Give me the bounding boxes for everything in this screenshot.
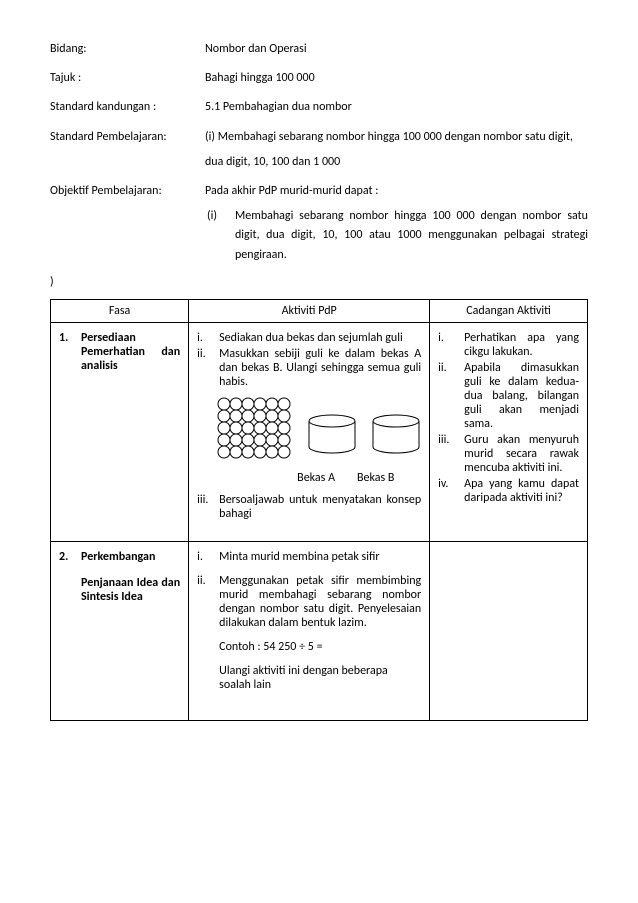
akt1-ii-n: ii. — [197, 347, 219, 389]
label-tajuk: Tajuk : — [50, 69, 205, 88]
value-sp: (i) Membahagi sebarang nombor hingga 100… — [205, 128, 588, 172]
label-bidang: Bidang: — [50, 40, 205, 59]
objective-item: (i) Membahagi sebarang nombor hingga 100… — [205, 207, 588, 265]
akt2-ii-n: ii. — [197, 574, 219, 630]
cell-fasa-1: 1. Persediaan Pemerhatian dan analisis — [51, 322, 189, 541]
akt2-i-t: Minta murid membina petak sifir — [219, 550, 421, 564]
akt1-i-n: i. — [197, 331, 219, 345]
cad1-ii-t: Apabila dimasukkan guli ke dalam kedua-d… — [464, 361, 579, 431]
table-row: 2. Perkembangan Penjanaan Idea dan Sinte… — [51, 541, 588, 720]
th-aktiviti: Aktiviti PdP — [189, 299, 430, 322]
objective-text: Membahagi sebarang nombor hingga 100 000… — [235, 207, 588, 265]
value-tajuk: Bahagi hingga 100 000 — [205, 69, 588, 88]
header-bidang: Bidang: Nombor dan Operasi — [50, 40, 588, 59]
value-bidang: Nombor dan Operasi — [205, 40, 588, 59]
akt1-i-t: Sediakan dua bekas dan sejumlah guli — [219, 331, 421, 345]
diagram-container — [217, 397, 421, 461]
akt1-ii-t: Masukkan sebiji guli ke dalam bekas A da… — [219, 347, 421, 389]
label-op: Objektif Pembelajaran: — [50, 182, 205, 265]
cell-cadangan-1: i.Perhatikan apa yang cikgu lakukan. ii.… — [430, 322, 588, 541]
cad1-i-t: Perhatikan apa yang cikgu lakukan. — [464, 331, 579, 359]
value-op-intro: Pada akhir PdP murid-murid dapat : — [205, 182, 588, 201]
table-row: 1. Persediaan Pemerhatian dan analisis i… — [51, 322, 588, 541]
cad1-iii-n: iii. — [438, 433, 464, 475]
label-bekas-a: Bekas A — [297, 471, 335, 485]
akt2-ii-t: Menggunakan petak sifir membimbing murid… — [219, 574, 421, 630]
header-sk: Standard kandungan : 5.1 Pembahagian dua… — [50, 98, 588, 117]
fasa2-num: 2. — [59, 550, 81, 564]
label-sp: Standard Pembelajaran: — [50, 128, 205, 172]
table-header-row: Fasa Aktiviti PdP Cadangan Aktiviti — [51, 299, 588, 322]
th-cadangan: Cadangan Aktiviti — [430, 299, 588, 322]
th-fasa: Fasa — [51, 299, 189, 322]
cylinder-b-icon — [371, 413, 421, 461]
value-sp-2: dua digit, 10, 100 dan 1 000 — [205, 153, 588, 172]
cad1-iv-t: Apa yang kamu dapat daripada aktiviti in… — [464, 477, 579, 505]
label-bekas-b: Bekas B — [357, 471, 394, 485]
label-sk: Standard kandungan : — [50, 98, 205, 117]
akt2-i-n: i. — [197, 550, 219, 564]
header-tajuk: Tajuk : Bahagi hingga 100 000 — [50, 69, 588, 88]
akt1-iii-n: iii. — [197, 493, 219, 521]
fasa1-txt: Persediaan Pemerhatian dan analisis — [81, 331, 180, 373]
objective-num: (i) — [205, 207, 235, 265]
value-sk: 5.1 Pembahagian dua nombor — [205, 98, 588, 117]
cad1-iv-n: iv. — [438, 477, 464, 505]
cell-fasa-2: 2. Perkembangan Penjanaan Idea dan Sinte… — [51, 541, 189, 720]
contoh-text: Contoh : 54 250 ÷ 5 = — [219, 640, 421, 654]
lesson-table: Fasa Aktiviti PdP Cadangan Aktiviti 1. P… — [50, 299, 588, 721]
cad1-iii-t: Guru akan menyuruh murid secara rawak me… — [464, 433, 579, 475]
fasa1-num: 1. — [59, 331, 81, 373]
cell-aktiviti-1: i.Sediakan dua bekas dan sejumlah guli i… — [189, 322, 430, 541]
cad1-ii-n: ii. — [438, 361, 464, 431]
stray-paren: ) — [50, 275, 588, 289]
cell-aktiviti-2: i.Minta murid membina petak sifir ii.Men… — [189, 541, 430, 720]
ulang-text: Ulangi aktiviti ini dengan beberapa soal… — [219, 664, 421, 692]
header-sp: Standard Pembelajaran: (i) Membahagi seb… — [50, 128, 588, 172]
cylinder-a-icon — [307, 413, 357, 461]
cad1-i-n: i. — [438, 331, 464, 359]
fasa2-sub: Penjanaan Idea dan Sintesis Idea — [81, 576, 180, 604]
fasa2-txt: Perkembangan — [81, 550, 155, 564]
value-op: Pada akhir PdP murid-murid dapat : (i) M… — [205, 182, 588, 265]
circles-grid-icon — [217, 397, 293, 461]
cell-cadangan-2 — [430, 541, 588, 720]
header-op: Objektif Pembelajaran: Pada akhir PdP mu… — [50, 182, 588, 265]
value-sp-1: (i) Membahagi sebarang nombor hingga 100… — [205, 128, 588, 147]
akt1-iii-t: Bersoaljawab untuk menyatakan konsep bah… — [219, 493, 421, 521]
